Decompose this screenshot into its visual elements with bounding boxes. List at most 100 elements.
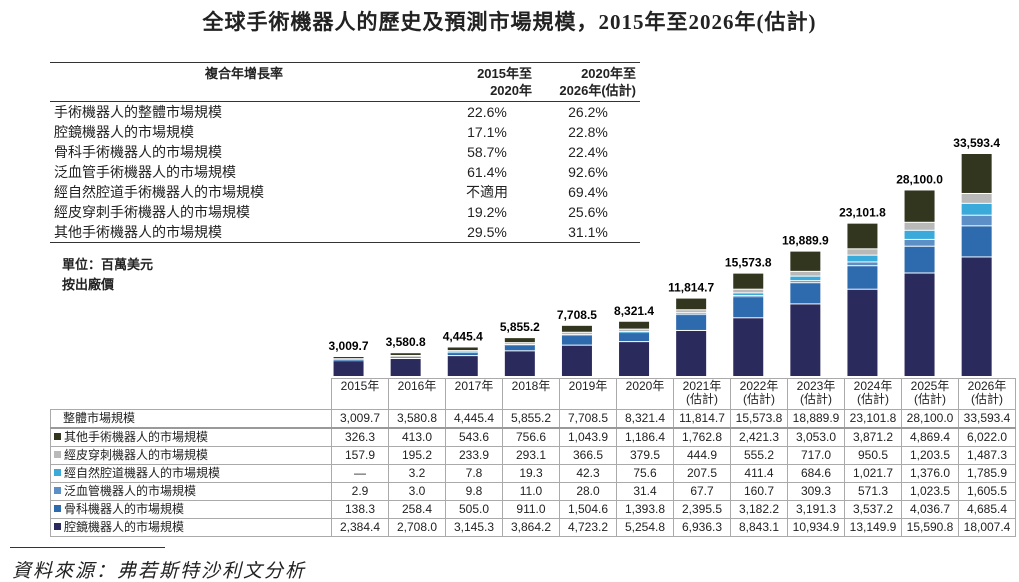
- cell: 1,504.6: [559, 500, 617, 519]
- cell: —: [331, 464, 389, 483]
- year-header: 2025年 (估計): [901, 378, 959, 410]
- cell: 8,321.4: [616, 409, 674, 429]
- cagr-2015-2020: 58.7%: [467, 144, 507, 160]
- bar-segment: [619, 332, 650, 334]
- cell: 1,605.5: [958, 482, 1016, 501]
- row-label: 經皮穿刺機器人的市場規模: [50, 446, 332, 465]
- cell: 23,101.8: [844, 409, 902, 429]
- cell: 1,393.8: [616, 500, 674, 519]
- year-header: 2023年 (估計): [787, 378, 845, 410]
- cell: 4,036.7: [901, 500, 959, 519]
- bar-segment: [904, 222, 935, 230]
- row-label: 其他手術機器人的市場規模: [50, 427, 332, 447]
- cell: 6,936.3: [673, 518, 731, 537]
- legend-swatch-icon: [54, 469, 61, 476]
- bar-segment: [676, 315, 707, 330]
- chart-title: 全球手術機器人的歷史及預測市場規模，2015年至2026年(估計): [202, 10, 817, 34]
- legend-swatch-icon: [54, 487, 61, 494]
- bar-segment: [961, 226, 992, 257]
- bar-segment: [733, 318, 764, 376]
- bar-segment: [904, 273, 935, 376]
- bar-segment: [333, 359, 364, 360]
- cagr-row-label: 經皮穿刺手術機器人的市場規模: [54, 204, 250, 220]
- series-row: 其他手術機器人的市場規模 326.3 413.0 543.6 756.6 1,043.9 1…: [50, 427, 1016, 447]
- cell: 11.0: [502, 482, 560, 501]
- total-label: 4,445.4: [443, 329, 483, 343]
- cell: 4,869.4: [901, 427, 959, 447]
- cell: 911.0: [502, 500, 560, 519]
- cell: 67.7: [673, 482, 731, 501]
- bar-segment: [333, 360, 364, 361]
- source-note: 資料來源：弗若斯特沙利文分析: [12, 561, 307, 582]
- cell: 33,593.4: [958, 409, 1016, 429]
- total-label: 3,580.8: [386, 335, 426, 349]
- cell: 1,021.7: [844, 464, 902, 483]
- row-label: 骨科機器人的市場規模: [50, 500, 332, 519]
- cell: 1,043.9: [559, 427, 617, 447]
- bar-segment: [504, 351, 535, 376]
- bar-segment: [904, 246, 935, 273]
- series-row: 腔鏡機器人的市場規模 2,384.4 2,708.0 3,145.3 3,864.2 4,…: [50, 518, 1016, 537]
- cell: 413.0: [388, 427, 446, 447]
- total-label: 18,889.9: [782, 234, 829, 248]
- bar-segment: [447, 351, 478, 352]
- cell: 543.6: [445, 427, 503, 447]
- cell: 3,053.0: [787, 427, 845, 447]
- cell: 1,023.5: [901, 482, 959, 501]
- bar-segment: [619, 329, 650, 332]
- cell: 3,182.2: [730, 500, 788, 519]
- bar-segment: [504, 338, 535, 343]
- cagr-row: 經自然腔道手術機器人的市場規模 不適用 69.4%: [50, 182, 640, 202]
- cagr-2015-2020: 29.5%: [467, 224, 507, 240]
- header-blank: [50, 378, 332, 410]
- bar-segment: [733, 297, 764, 318]
- cagr-row: 其他手術機器人的市場規模 29.5% 31.1%: [50, 222, 640, 243]
- total-label: 3,009.7: [329, 339, 369, 353]
- bar-segment: [390, 353, 421, 355]
- cell: 555.2: [730, 446, 788, 465]
- cagr-row: 泛血管手術機器人的市場規模 61.4% 92.6%: [50, 162, 640, 182]
- cell: 1,785.9: [958, 464, 1016, 483]
- bar-segment: [733, 273, 764, 289]
- cell: 411.4: [730, 464, 788, 483]
- bar-segment: [561, 345, 592, 376]
- year-header: 2026年 (估計): [958, 378, 1016, 410]
- cell: 4,723.2: [559, 518, 617, 537]
- cell: 31.4: [616, 482, 674, 501]
- bar-segment: [961, 193, 992, 203]
- row-label: 腔鏡機器人的市場規模: [50, 518, 332, 537]
- year-header: 2022年 (估計): [730, 378, 788, 410]
- cell: 233.9: [445, 446, 503, 465]
- series-row: 經自然腔道機器人的市場規模 —3.2 7.8 19.3 42.3 75.6 207.5 411…: [50, 464, 1016, 483]
- cell: 3,864.2: [502, 518, 560, 537]
- row-label: 經自然腔道機器人的市場規模: [50, 464, 332, 483]
- cell: 75.6: [616, 464, 674, 483]
- cagr-2020-2026: 25.6%: [568, 204, 608, 220]
- cell: 444.9: [673, 446, 731, 465]
- bar-segment: [733, 289, 764, 293]
- bar-segment: [676, 313, 707, 314]
- bar-segment: [504, 345, 535, 351]
- cagr-2020-2026: 22.4%: [568, 144, 608, 160]
- cell: 3,537.2: [844, 500, 902, 519]
- cell: 28.0: [559, 482, 617, 501]
- cell: 3.0: [388, 482, 446, 501]
- cell: 756.6: [502, 427, 560, 447]
- cell: 505.0: [445, 500, 503, 519]
- cell: 13,149.9: [844, 518, 902, 537]
- total-row: 整體市場規模 3,009.7 3,580.8 4,445.4 5,855.2 7,708.…: [50, 409, 1016, 429]
- cagr-2015-2020: 17.1%: [467, 124, 507, 140]
- row-label: 整體市場規模: [50, 409, 332, 429]
- year-header: 2015年: [331, 378, 389, 410]
- cagr-row-label: 手術機器人的整體市場規模: [54, 104, 222, 120]
- source-divider: [10, 547, 165, 548]
- cell: 7,708.5: [559, 409, 617, 429]
- bar-segment: [447, 352, 478, 356]
- data-table: 2015年 2016年 2017年 2018年 2019年 2020年 2021年 (估計) 2…: [50, 378, 1016, 537]
- cell: 2,421.3: [730, 427, 788, 447]
- cell: 7.8: [445, 464, 503, 483]
- year-header: 2017年: [445, 378, 503, 410]
- cagr-header-col2: 2020年至 2026年(估計): [559, 66, 636, 98]
- bar-segment: [333, 357, 364, 359]
- year-header-row: 2015年 2016年 2017年 2018年 2019年 2020年 2021年 (估計) 2…: [50, 378, 1016, 410]
